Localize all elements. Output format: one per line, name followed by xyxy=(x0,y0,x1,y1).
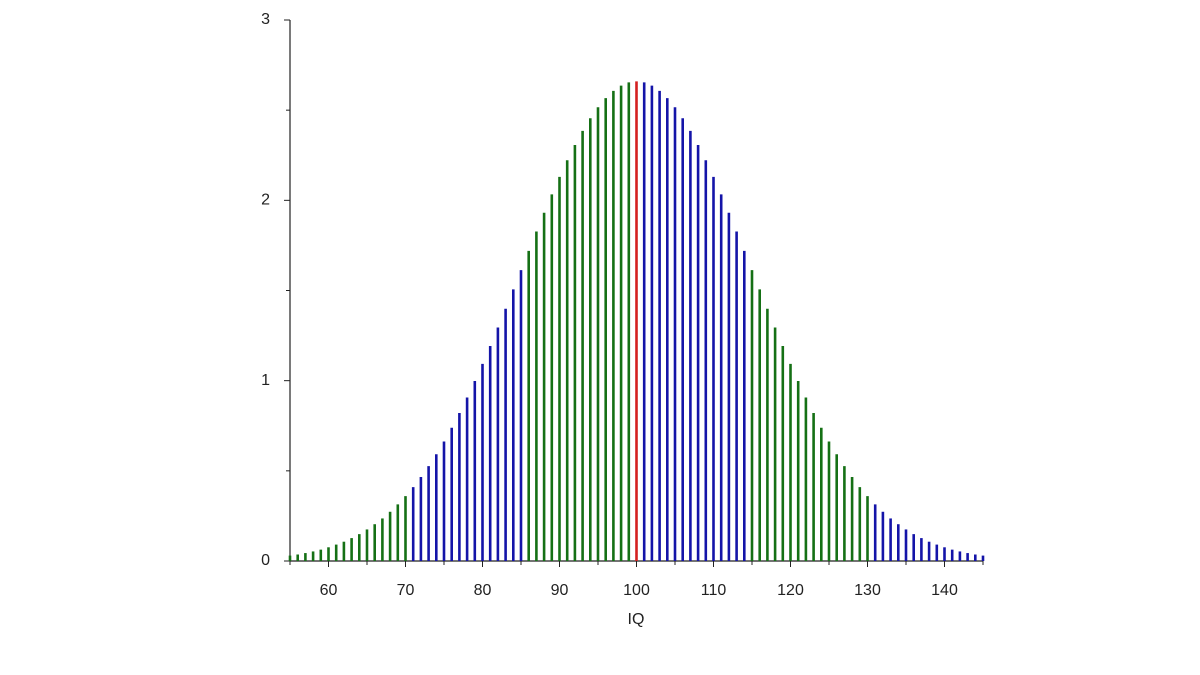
x-tick-label: 60 xyxy=(320,582,338,599)
x-tick-label: 120 xyxy=(777,582,804,599)
x-tick-label: 110 xyxy=(701,582,727,599)
y-tick-label: 2 xyxy=(261,192,270,209)
x-axis-label: IQ xyxy=(628,611,645,628)
y-tick-label: 0 xyxy=(261,552,270,569)
y-tick-label: 1 xyxy=(261,372,270,389)
x-tick-label: 130 xyxy=(854,582,881,599)
x-tick-label: 70 xyxy=(397,582,415,599)
x-tick-label: 100 xyxy=(623,582,650,599)
x-tick-label: 90 xyxy=(551,582,569,599)
x-tick-label: 80 xyxy=(474,582,492,599)
y-tick-label: 3 xyxy=(261,11,270,28)
x-tick-label: 140 xyxy=(931,582,958,599)
